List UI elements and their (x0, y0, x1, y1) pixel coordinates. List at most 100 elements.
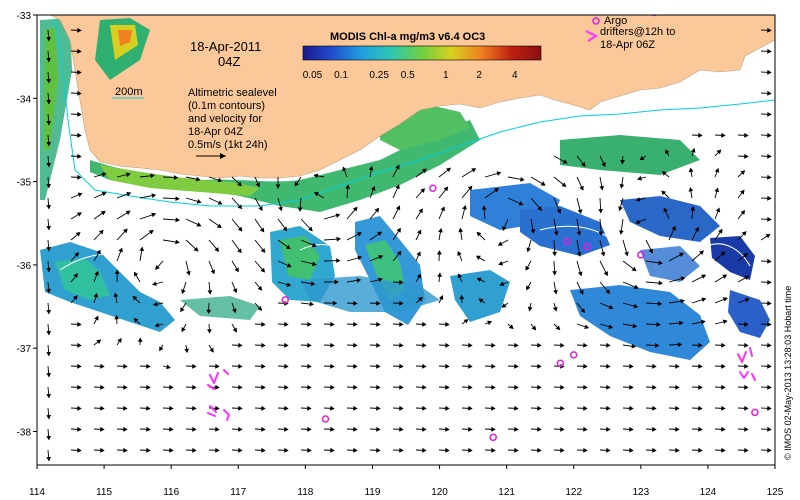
velocity-arrowhead (100, 405, 105, 411)
velocity-arrowhead (186, 270, 191, 276)
velocity-arrowhead (491, 426, 496, 432)
velocity-arrowhead (767, 363, 772, 369)
velocity-arrowhead (113, 292, 119, 298)
velocity-arrowhead (420, 188, 425, 193)
velocity-arrowhead (46, 393, 51, 399)
velocity-arrowhead (636, 175, 642, 181)
velocity-arrowhead (93, 292, 99, 298)
velocity-arrowhead (600, 251, 606, 257)
velocity-arrowhead (330, 342, 335, 348)
velocity-arrowhead (560, 384, 565, 390)
velocity-arrowhead (376, 405, 381, 411)
argo-float-marker (556, 359, 565, 367)
velocity-arrowhead (210, 269, 216, 275)
velocity-arrowhead (552, 271, 557, 276)
x-tick-label: 125 (767, 487, 784, 498)
velocity-arrowhead (525, 265, 530, 271)
velocity-arrowhead (518, 201, 524, 206)
velocity-arrowhead (336, 258, 341, 264)
x-tick-label: 116 (163, 487, 179, 498)
velocity-arrowhead (767, 90, 772, 96)
velocity-arrowhead (46, 99, 51, 105)
velocity-arrowhead (261, 426, 266, 432)
x-tick-label: 124 (700, 487, 717, 498)
velocity-arrowhead (635, 219, 641, 224)
velocity-arrowhead (744, 426, 749, 432)
velocity-arrowhead (309, 301, 315, 307)
velocity-arrowhead (629, 363, 634, 369)
velocity-arrowhead (46, 141, 51, 147)
velocity-arrowhead (46, 372, 51, 378)
velocity-arrowhead (632, 323, 638, 329)
svg-text:(0.1m contours): (0.1m contours) (188, 100, 265, 112)
velocity-arrowhead (552, 306, 558, 312)
velocity-arrowhead (77, 321, 82, 327)
velocity-arrowhead (146, 384, 151, 390)
velocity-arrowhead (376, 363, 381, 369)
velocity-arrowhead (657, 301, 663, 307)
velocity-arrowhead (699, 250, 704, 256)
velocity-arrowhead (445, 384, 450, 390)
svg-text:drifters@12h to: drifters@12h to (600, 26, 675, 38)
velocity-arrowhead (620, 159, 626, 165)
velocity-arrowhead (376, 300, 381, 306)
velocity-arrowhead (217, 200, 223, 205)
velocity-arrowhead (152, 301, 158, 307)
isobath-200m (54, 19, 775, 207)
velocity-arrowhead (721, 447, 726, 453)
colorbar-tick-label: 0.25 (369, 70, 389, 81)
velocity-arrowhead (583, 342, 588, 348)
velocity-arrowhead (217, 177, 223, 183)
velocity-arrowhead (77, 90, 82, 96)
velocity-arrowhead (73, 273, 78, 279)
velocity-arrowhead (560, 426, 565, 432)
velocity-arrowhead (739, 189, 745, 195)
velocity-arrowhead (629, 405, 634, 411)
velocity-arrowhead (721, 363, 726, 369)
velocity-arrowhead (357, 255, 363, 261)
velocity-arrowhead (744, 275, 750, 280)
velocity-arrowhead (555, 325, 561, 331)
velocity-arrowhead (284, 384, 289, 390)
x-tick-label: 122 (565, 487, 582, 498)
velocity-arrowhead (46, 204, 51, 210)
velocity-arrowhead (166, 364, 171, 370)
y-tick-label: -34 (17, 94, 32, 105)
velocity-arrowhead (330, 426, 335, 432)
velocity-arrowhead (237, 226, 243, 232)
velocity-arrowhead (633, 303, 639, 309)
velocity-arrowhead (232, 327, 237, 333)
velocity-arrowhead (150, 173, 155, 179)
velocity-arrowhead (209, 347, 214, 353)
velocity-arrowhead (206, 309, 212, 315)
colorbar-tick-label: 0.5 (401, 70, 415, 81)
velocity-arrowhead (690, 206, 696, 211)
y-axis-ticks: -33 -34 -35 -36 -37 -38 (17, 11, 37, 439)
velocity-arrowhead (468, 405, 473, 411)
velocity-arrowhead (714, 167, 720, 173)
velocity-arrowhead (238, 405, 243, 411)
velocity-arrowhead (688, 167, 694, 173)
velocity-arrowhead (215, 405, 220, 411)
velocity-arrowhead (353, 321, 358, 327)
velocity-arrowhead (376, 426, 381, 432)
velocity-arrowhead (117, 337, 122, 343)
velocity-arrowhead (679, 252, 685, 258)
velocity-arrowhead (284, 342, 289, 348)
velocity-arrowhead (606, 405, 611, 411)
velocity-arrowhead (46, 162, 51, 168)
velocity-arrowhead (422, 405, 427, 411)
velocity-arrowhead (151, 281, 157, 287)
velocity-arrowhead (125, 210, 131, 216)
velocity-arrowhead (606, 426, 611, 432)
velocity-arrowhead (353, 300, 358, 306)
velocity-arrowhead (618, 206, 623, 212)
velocity-arrowhead (74, 252, 80, 257)
argo-float-marker (583, 242, 591, 251)
velocity-arrowhead (368, 165, 374, 171)
velocity-arrowhead (353, 426, 358, 432)
velocity-arrowhead (514, 405, 519, 411)
velocity-arrowhead (508, 324, 514, 330)
time-label: 04Z (218, 54, 240, 69)
